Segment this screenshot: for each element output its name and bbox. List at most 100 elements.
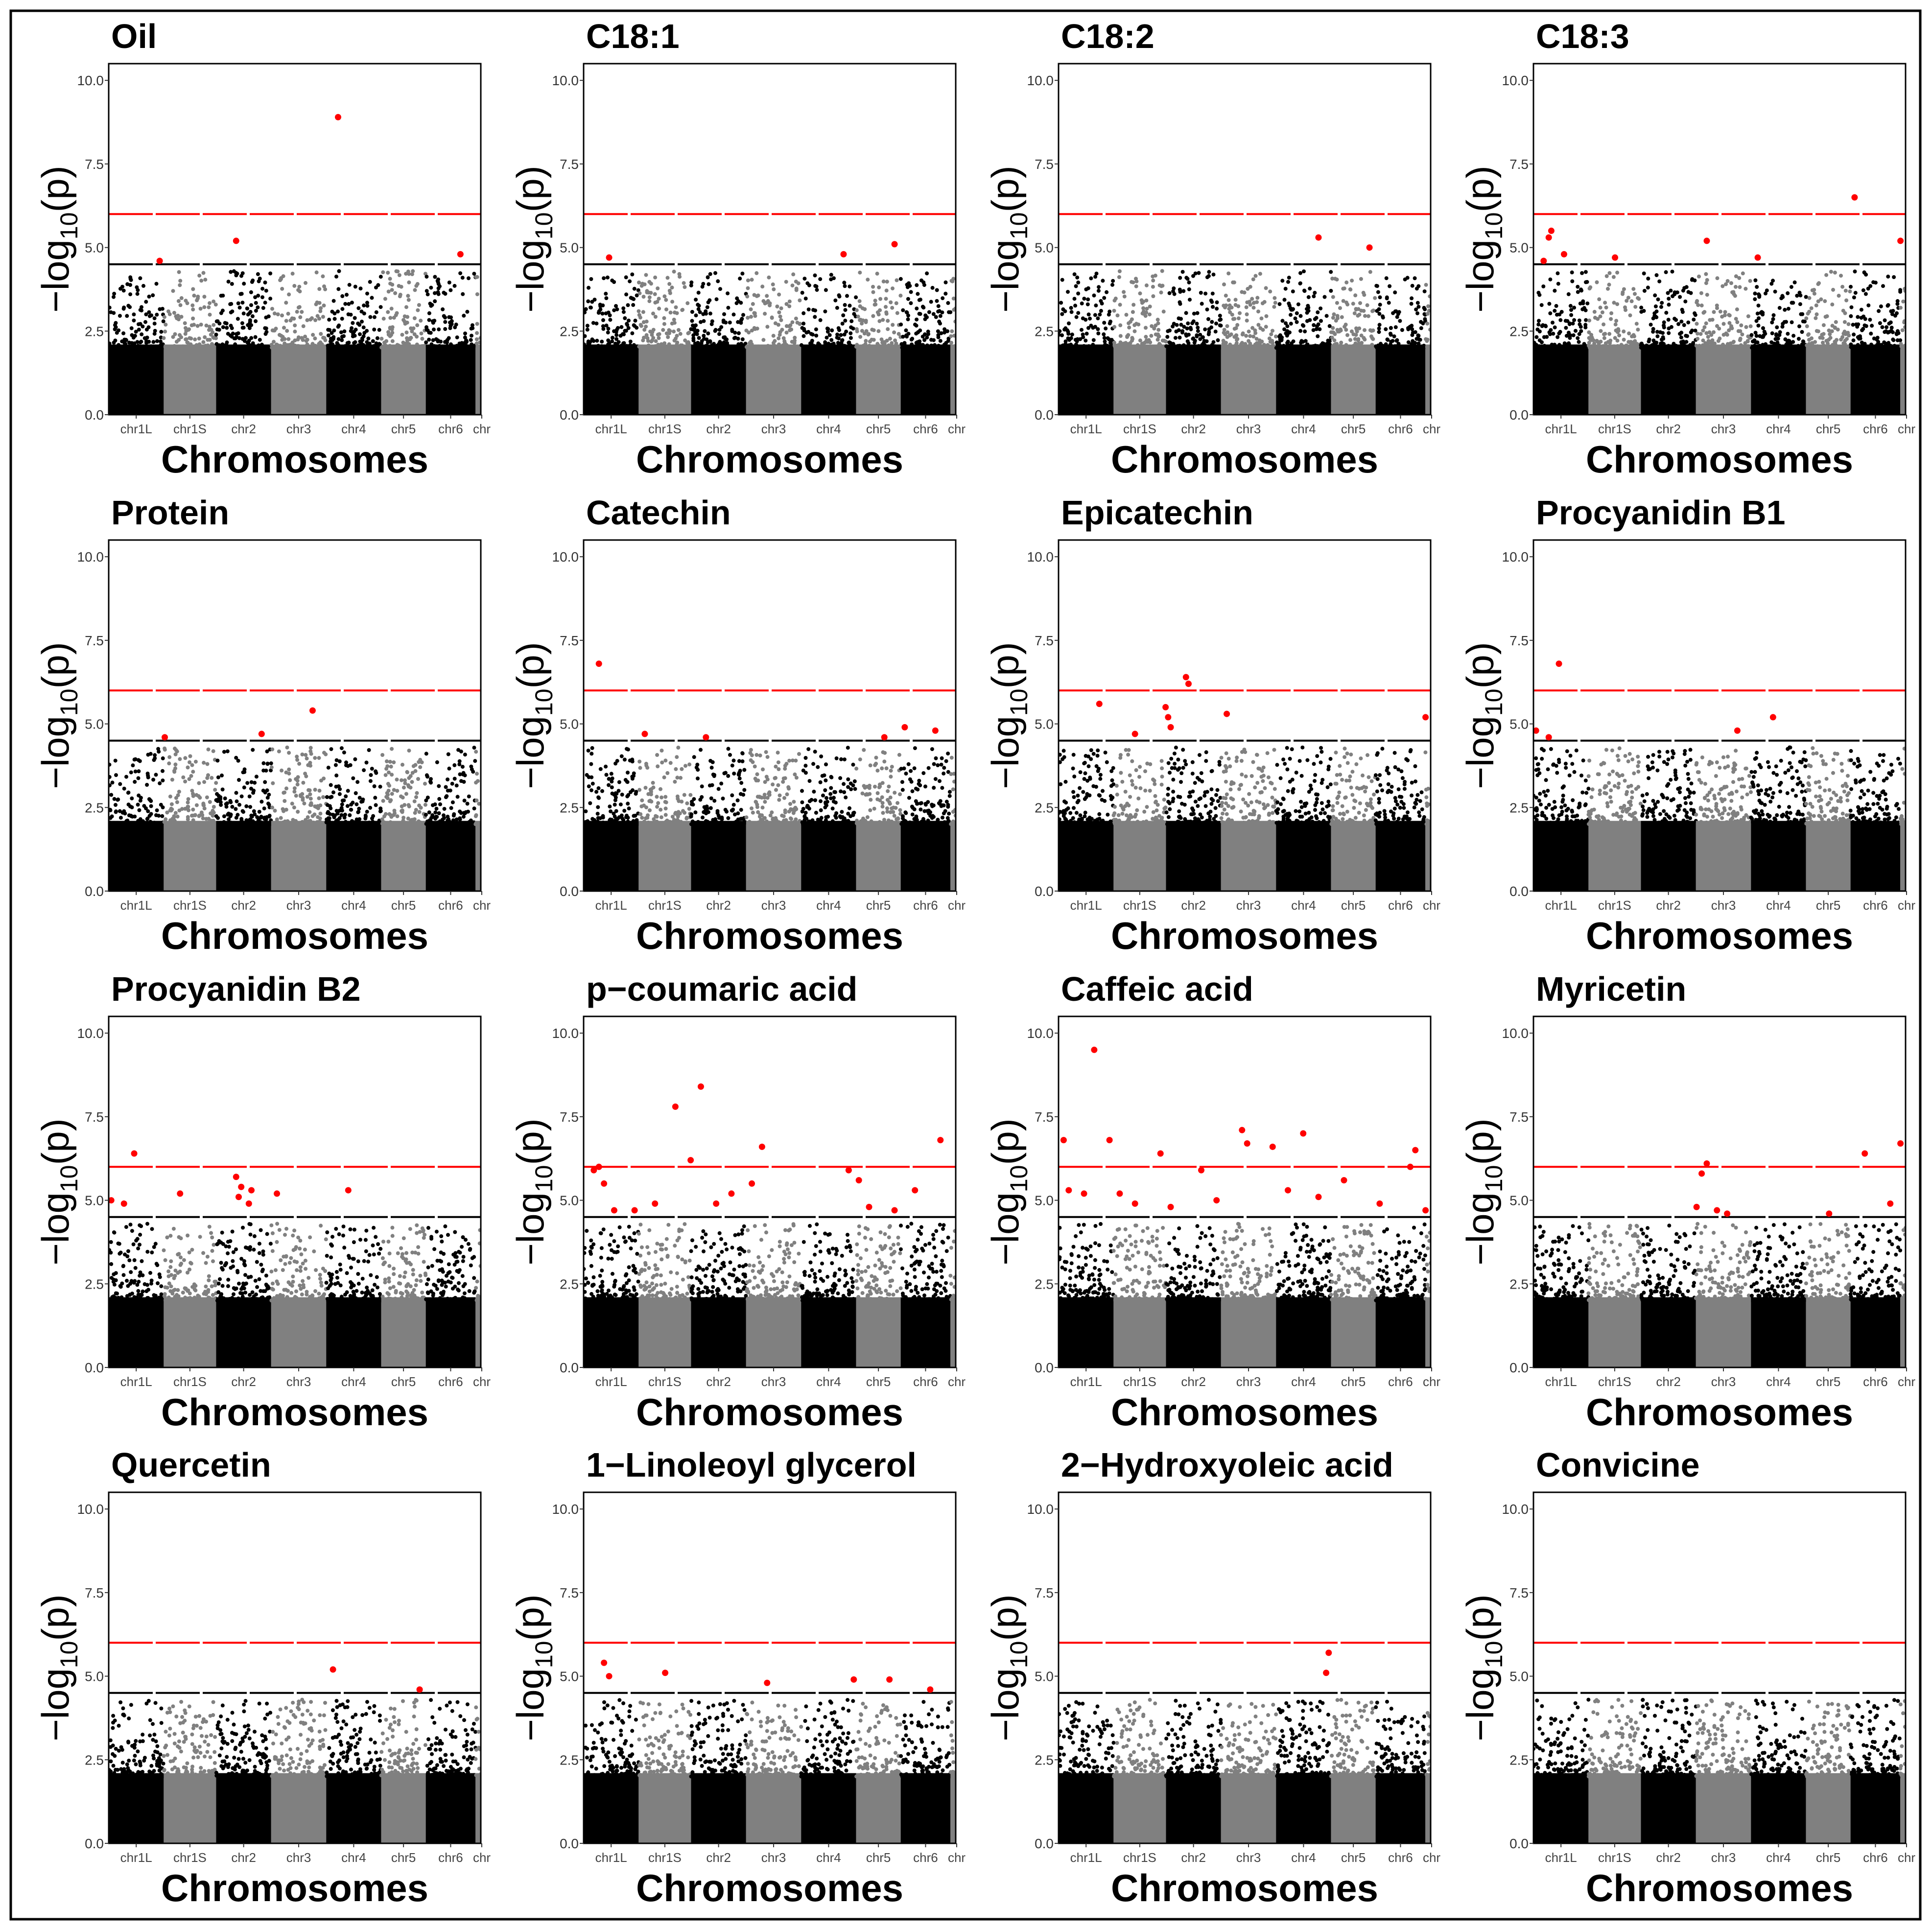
chromosome-points bbox=[584, 1224, 640, 1303]
chromosome-band bbox=[326, 344, 381, 415]
significant-snp-point bbox=[1734, 727, 1741, 734]
y-tick-label: 0.0 bbox=[1509, 884, 1529, 899]
chromosome-band bbox=[1221, 821, 1276, 891]
significant-snp-point bbox=[1198, 1167, 1205, 1174]
significant-snp-point bbox=[1165, 714, 1172, 721]
panel-title: Quercetin bbox=[111, 1446, 271, 1484]
x-tick-label: chr6 bbox=[1863, 898, 1888, 913]
points-layer bbox=[1059, 745, 1431, 891]
chromosome-points bbox=[424, 271, 478, 350]
x-tick-label: chr2 bbox=[706, 422, 731, 436]
x-tick-label: chr1S bbox=[648, 898, 682, 913]
x-tick-label: chr6 bbox=[913, 1374, 938, 1389]
y-tick-label: 2.5 bbox=[85, 1276, 104, 1292]
points-layer bbox=[109, 1222, 481, 1367]
x-tick-label: chr3 bbox=[1711, 1374, 1736, 1389]
x-tick-label: chr bbox=[948, 1850, 966, 1865]
x-tick-label: chr4 bbox=[341, 898, 366, 913]
significant-snp-point bbox=[258, 730, 265, 737]
significant-snp-point bbox=[1065, 1187, 1072, 1194]
chromosome-band bbox=[1850, 1773, 1901, 1843]
chromosome-points bbox=[1111, 748, 1168, 826]
y-tick-label: 7.5 bbox=[1035, 1109, 1054, 1125]
chromosome-points bbox=[1275, 1699, 1331, 1779]
chromosome-band bbox=[1166, 1297, 1221, 1367]
chromosome-points bbox=[380, 747, 427, 826]
chromosome-points bbox=[380, 1223, 428, 1303]
x-tick-label: chr2 bbox=[1656, 1850, 1681, 1865]
x-axis-label: Chromosomes bbox=[636, 1866, 903, 1909]
significant-snp-point bbox=[932, 727, 939, 734]
chromosome-band bbox=[326, 1297, 381, 1367]
chromosome-points bbox=[1329, 1697, 1377, 1779]
significant-snp-point bbox=[641, 730, 648, 737]
y-axis-label: −log10(p) bbox=[509, 642, 558, 789]
x-tick-label: chr bbox=[1898, 1850, 1915, 1865]
chromosome-points bbox=[109, 275, 166, 350]
x-tick-label: chr5 bbox=[866, 1850, 891, 1865]
plot-frame bbox=[1058, 63, 1432, 416]
y-tick-label: 10.0 bbox=[77, 1502, 104, 1517]
significant-snp-point bbox=[595, 660, 602, 667]
chromosome-band bbox=[950, 344, 956, 415]
x-tick-label: chr4 bbox=[1291, 1374, 1316, 1389]
chromosome-band bbox=[271, 821, 327, 891]
chromosome-band bbox=[425, 821, 476, 891]
chromosome-points bbox=[1219, 1222, 1278, 1303]
y-axis-label: −log10(p) bbox=[1459, 1118, 1508, 1266]
chromosome-points bbox=[584, 1698, 641, 1779]
points-layer bbox=[109, 745, 481, 891]
chromosome-points bbox=[1804, 1699, 1852, 1779]
significant-snp-point bbox=[937, 1137, 944, 1144]
chromosome-band bbox=[1696, 1773, 1751, 1843]
chromosome-band bbox=[271, 1297, 327, 1367]
y-tick-label: 0.0 bbox=[1509, 1360, 1529, 1375]
points-layer bbox=[584, 746, 956, 891]
panel-title: Procyanidin B2 bbox=[111, 970, 361, 1008]
x-tick-label: chr bbox=[473, 898, 491, 913]
x-tick-label: chr6 bbox=[438, 422, 463, 436]
chromosome-band bbox=[1696, 821, 1751, 891]
chromosome-points bbox=[1112, 1697, 1167, 1779]
x-tick-label: chr bbox=[473, 422, 491, 436]
significant-snp-point bbox=[1284, 1187, 1291, 1194]
panel-13: Quercetin 0.0 2.5 5.0 7.5 10.0 chr1L chr1S chr2 c… bbox=[34, 1446, 491, 1909]
chromosome-band bbox=[216, 1297, 271, 1367]
panel-grid: Oil 0.0 2.5 5.0 7.5 10.0 chr1L chr1S chr2 chr3 chr… bbox=[34, 17, 1915, 1909]
chromosome-band bbox=[584, 344, 639, 415]
significant-snp-point bbox=[1703, 237, 1710, 244]
y-tick-label: 2.5 bbox=[560, 1276, 579, 1292]
chromosome-band bbox=[1113, 344, 1166, 415]
panel-title: Protein bbox=[111, 494, 229, 532]
chromosome-points bbox=[214, 269, 273, 350]
y-tick-label: 10.0 bbox=[1027, 1026, 1054, 1041]
significant-snp-point bbox=[1555, 660, 1562, 667]
y-tick-label: 5.0 bbox=[1509, 1193, 1529, 1208]
x-tick-label: chr2 bbox=[1181, 1850, 1206, 1865]
chromosome-points bbox=[1164, 745, 1223, 826]
chromosome-points bbox=[1533, 1697, 1591, 1779]
chromosome-points bbox=[1849, 269, 1903, 350]
plot-frame bbox=[583, 539, 957, 892]
chromosome-points bbox=[1373, 747, 1427, 826]
chromosome-band bbox=[638, 344, 691, 415]
chromosome-band bbox=[109, 821, 164, 891]
y-axis-label: −log10(p) bbox=[34, 165, 83, 313]
y-tick-label: 2.5 bbox=[85, 800, 104, 815]
chromosome-points bbox=[270, 1697, 328, 1779]
x-tick-label: chr bbox=[948, 1374, 966, 1389]
chromosome-band bbox=[1276, 1773, 1331, 1843]
x-tick-label: chr4 bbox=[1766, 1374, 1791, 1389]
plot-frame bbox=[108, 1491, 482, 1844]
chromosome-band bbox=[1588, 344, 1641, 415]
significant-snp-point bbox=[606, 1673, 613, 1680]
panel-title: Convicine bbox=[1536, 1446, 1700, 1484]
x-tick-label: chr5 bbox=[1816, 898, 1841, 913]
chromosome-points bbox=[162, 270, 218, 350]
chromosome-points bbox=[745, 1222, 802, 1303]
y-tick-label: 0.0 bbox=[1035, 884, 1054, 899]
chromosome-points bbox=[1694, 1222, 1753, 1303]
x-tick-label: chr1S bbox=[1123, 1850, 1156, 1865]
figure-border bbox=[9, 9, 1922, 1921]
y-tick-label: 7.5 bbox=[560, 157, 579, 172]
